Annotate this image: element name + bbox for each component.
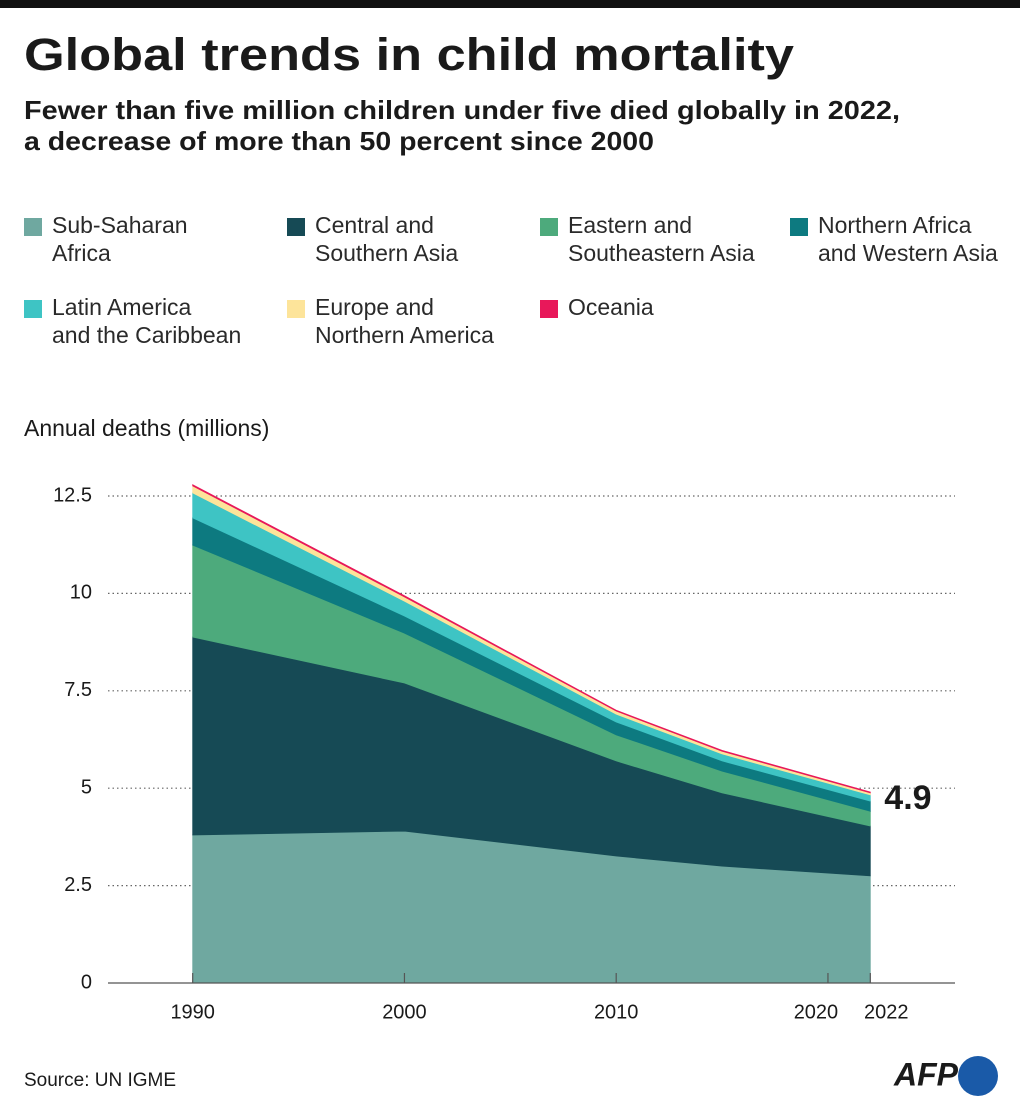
legend-label: Central and Southern Asia [315,212,458,266]
legend-swatch [540,300,558,318]
legend-swatch [287,218,305,236]
y-tick-label: 12.5 [53,484,92,506]
annotation: 4.9 [884,779,931,817]
top-bar [0,0,1020,8]
logo-circle [958,1056,998,1096]
chart-subtitle: Fewer than five million children under f… [24,95,900,125]
x-tick-label: 1990 [170,1001,215,1023]
legend-label: Europe and Northern America [315,294,494,348]
legend-label: Eastern and Southeastern Asia [568,212,755,266]
y-tick-label: 5 [81,776,92,798]
legend-label: Sub-Saharan Africa [52,212,188,266]
x-tick-label: 2010 [594,1001,639,1023]
y-tick-label: 0 [81,971,92,993]
y-axis-label: Annual deaths (millions) [24,415,269,441]
legend-label: Northern Africa and Western Asia [818,212,998,266]
legend-label: Latin America and the Caribbean [52,294,241,348]
x-tick-label: 2020 [794,1001,839,1023]
area [192,484,871,794]
legend: Sub-Saharan Africa Central and Southern Asi… [24,212,998,348]
logo: AFP [893,1056,959,1092]
x-tick-label: 2022 [864,1001,909,1023]
legend-label: Oceania [568,294,654,320]
legend-swatch [540,218,558,236]
y-tick-label: 7.5 [64,679,92,701]
chart-title: Global trends in child mortality [24,29,794,80]
legend-swatch [790,218,808,236]
legend-swatch [24,218,42,236]
legend-swatch [24,300,42,318]
y-tick-label: 10 [70,582,92,604]
legend-swatch [287,300,305,318]
x-tick-label: 2000 [382,1001,427,1023]
chart-subtitle: a decrease of more than 50 percent since… [24,126,654,156]
source: Source: UN IGME [24,1070,176,1091]
y-tick-label: 2.5 [64,874,92,896]
